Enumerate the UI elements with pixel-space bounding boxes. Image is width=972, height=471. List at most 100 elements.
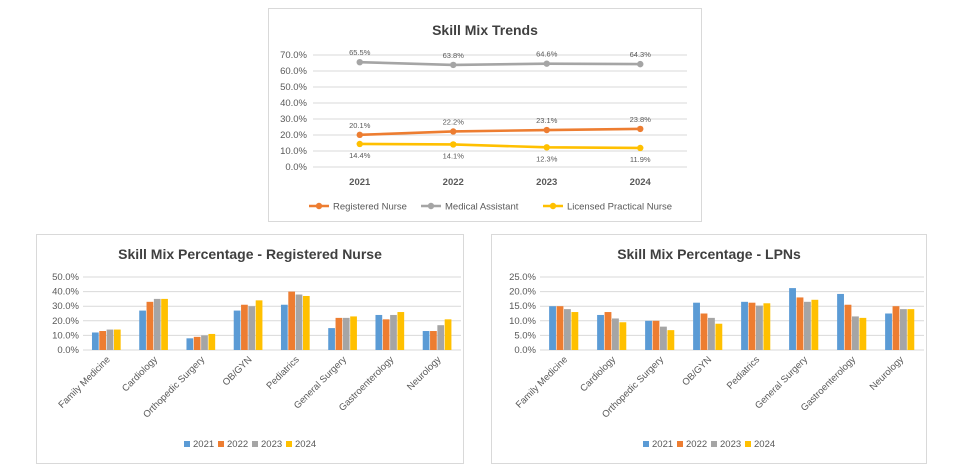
bar bbox=[748, 302, 756, 350]
bar bbox=[382, 319, 390, 350]
data-label: 14.1% bbox=[443, 151, 465, 160]
bar bbox=[549, 306, 556, 350]
data-label: 65.5% bbox=[349, 48, 371, 57]
bar bbox=[99, 331, 107, 350]
bar bbox=[907, 309, 915, 350]
x-tick-label: Cardiology bbox=[120, 354, 160, 394]
x-tick-label: Pediatrics bbox=[264, 354, 301, 391]
bar bbox=[161, 298, 168, 350]
data-point bbox=[450, 61, 457, 69]
bar bbox=[892, 306, 900, 350]
bar bbox=[422, 331, 430, 350]
data-label: 11.9% bbox=[630, 155, 651, 164]
bar bbox=[660, 326, 667, 350]
bar bbox=[106, 329, 114, 350]
data-label: 12.3% bbox=[536, 154, 558, 163]
data-point bbox=[543, 144, 550, 151]
bar bbox=[193, 336, 201, 350]
bar bbox=[201, 335, 208, 350]
bar bbox=[564, 309, 571, 350]
bar bbox=[900, 309, 907, 350]
y-tick-label: 10.0% bbox=[52, 330, 79, 341]
chart-title: Skill Mix Trends bbox=[432, 22, 538, 38]
legend-marker bbox=[184, 441, 190, 447]
lpn-skill-mix-svg: Skill Mix Percentage - LPNs 0.0% 5.0% 10.0%… bbox=[509, 246, 924, 450]
data-label: 20.1% bbox=[349, 121, 371, 130]
series-line bbox=[359, 142, 641, 150]
x-tick-label: 2024 bbox=[630, 177, 652, 188]
data-label: 64.3% bbox=[630, 50, 652, 59]
bar bbox=[350, 316, 357, 350]
y-tick-label: 20.0% bbox=[52, 316, 79, 327]
bar bbox=[597, 314, 604, 350]
x-tick-label: Neurology bbox=[868, 354, 907, 393]
y-tick-label: 30.0% bbox=[280, 114, 307, 125]
bar bbox=[390, 314, 397, 350]
legend-label: 2021 bbox=[193, 439, 214, 450]
x-tick-label: OB/GYN bbox=[221, 354, 255, 388]
legend-marker bbox=[286, 441, 292, 447]
bar bbox=[241, 304, 248, 350]
bar bbox=[146, 301, 154, 350]
data-label: 63.8% bbox=[443, 51, 465, 60]
bar bbox=[295, 294, 303, 350]
y-tick-label: 0.0% bbox=[514, 345, 536, 356]
y-tick-label: 0.0% bbox=[57, 345, 79, 356]
bar bbox=[255, 300, 263, 350]
bar bbox=[837, 293, 844, 350]
data-point bbox=[356, 131, 363, 139]
data-label: 14.4% bbox=[349, 151, 371, 160]
bar bbox=[139, 310, 146, 350]
y-tick-label: 50.0% bbox=[52, 272, 79, 283]
rn-skill-mix-chart: Skill Mix Percentage - Registered Nurse 0… bbox=[36, 234, 464, 464]
y-tick-label: 60.0% bbox=[280, 66, 307, 77]
bar bbox=[612, 318, 619, 350]
bar bbox=[604, 312, 612, 350]
x-tick-label: Pediatrics bbox=[725, 354, 762, 391]
y-tick-label: 20.0% bbox=[280, 130, 307, 141]
bar bbox=[248, 306, 256, 350]
bar bbox=[375, 314, 383, 350]
legend-marker bbox=[677, 441, 683, 447]
legend-marker-dot bbox=[549, 202, 557, 210]
y-tick-label: 70.0% bbox=[280, 50, 307, 61]
legend-marker bbox=[711, 441, 717, 447]
skill-mix-trends-svg: Skill Mix Trends 0.0% 10.0% 20.0% 30.0% 40.0%… bbox=[280, 22, 687, 213]
y-tick-label: 15.0% bbox=[509, 301, 536, 312]
legend-label: 2022 bbox=[227, 439, 248, 450]
chart-title: Skill Mix Percentage - LPNs bbox=[617, 246, 801, 262]
y-tick-label: 40.0% bbox=[52, 287, 79, 298]
x-tick-label: Family Medicine bbox=[514, 354, 570, 410]
y-tick-label: 25.0% bbox=[509, 272, 536, 283]
bar bbox=[852, 316, 859, 350]
legend-marker bbox=[252, 441, 258, 447]
bar bbox=[335, 317, 343, 350]
x-tick-label: 2023 bbox=[536, 177, 557, 188]
bar bbox=[288, 291, 296, 350]
chart-title: Skill Mix Percentage - Registered Nurse bbox=[118, 246, 382, 262]
data-label: 23.8% bbox=[630, 115, 652, 124]
data-point bbox=[543, 126, 550, 134]
lpn-skill-mix-chart: Skill Mix Percentage - LPNs 0.0% 5.0% 10.0%… bbox=[491, 234, 927, 464]
bar bbox=[741, 301, 748, 350]
bar bbox=[556, 306, 564, 350]
bar bbox=[693, 302, 700, 350]
bar bbox=[186, 338, 194, 350]
bar bbox=[233, 310, 241, 350]
rn-skill-mix-svg: Skill Mix Percentage - Registered Nurse 0… bbox=[52, 246, 461, 450]
bar bbox=[645, 320, 652, 350]
x-tick-label: Family Medicine bbox=[56, 354, 112, 410]
bar bbox=[437, 325, 445, 350]
bar bbox=[811, 299, 819, 350]
x-tick-label: 2022 bbox=[443, 177, 464, 188]
x-tick-label: OB/GYN bbox=[680, 354, 714, 388]
data-point bbox=[637, 60, 644, 68]
legend-label: 2024 bbox=[295, 439, 316, 450]
data-point bbox=[356, 59, 363, 66]
x-tick-label: Cardiology bbox=[578, 354, 618, 394]
bar bbox=[153, 298, 161, 350]
legend-label: 2023 bbox=[261, 439, 282, 450]
bar bbox=[91, 332, 99, 350]
y-tick-label: 10.0% bbox=[280, 146, 307, 157]
legend-label: 2024 bbox=[754, 439, 775, 450]
